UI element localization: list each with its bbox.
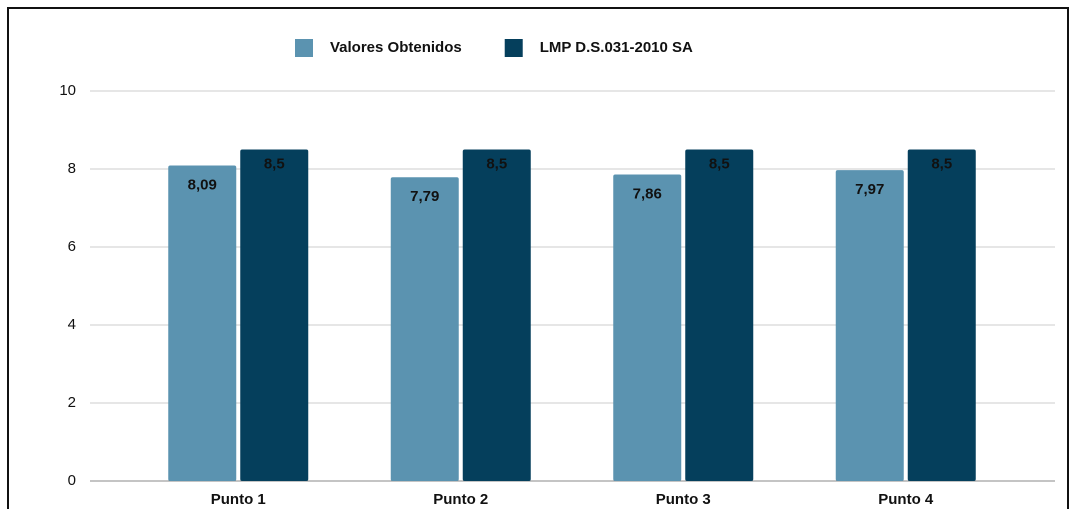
bar	[685, 149, 754, 481]
bar	[613, 174, 682, 481]
bar	[168, 165, 237, 482]
x-tick-label: Punto 4	[878, 491, 934, 508]
bar	[240, 149, 309, 481]
y-tick-label: 10	[59, 82, 76, 99]
data-label: 7,97	[855, 181, 884, 198]
data-label: 7,79	[410, 188, 439, 205]
y-tick-label: 4	[68, 316, 76, 333]
legend-swatch	[295, 39, 313, 57]
data-label: 7,86	[633, 185, 662, 202]
x-tick-label: Punto 2	[433, 491, 488, 508]
x-tick-label: Punto 3	[656, 491, 711, 508]
bar	[907, 149, 976, 481]
data-label: 8,5	[486, 155, 507, 172]
bar	[390, 177, 459, 481]
legend-label: LMP D.S.031-2010 SA	[540, 39, 693, 56]
y-tick-label: 2	[68, 394, 76, 411]
y-tick-label: 8	[68, 160, 76, 177]
y-tick-label: 6	[68, 238, 76, 255]
data-label: 8,5	[709, 155, 730, 172]
bar	[835, 170, 904, 482]
data-label: 8,5	[264, 155, 285, 172]
legend-label: Valores Obtenidos	[330, 39, 462, 56]
legend-swatch	[504, 39, 523, 57]
data-label: 8,5	[931, 155, 952, 172]
data-label: 8,09	[188, 176, 217, 193]
bar	[462, 149, 531, 481]
y-tick-label: 0	[68, 472, 76, 489]
x-tick-label: Punto 1	[211, 491, 266, 508]
